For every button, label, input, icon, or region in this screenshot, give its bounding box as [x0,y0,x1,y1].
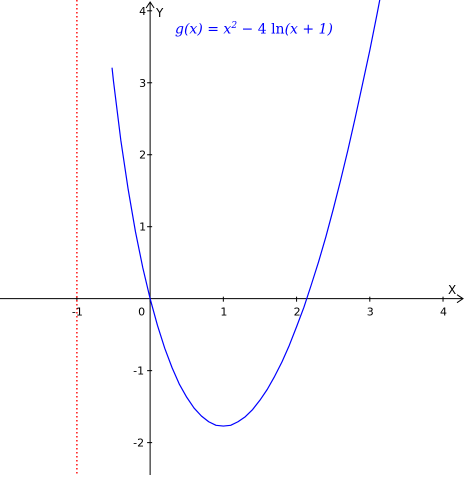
function-curve [111,0,381,427]
curve-group [111,0,381,427]
x-tick-label: -1 [72,306,83,319]
y-axis-label: Y [155,6,164,20]
x-tick-label: 2 [294,306,301,319]
tick-labels: -1 0 1 2 3 4 -2 -1 1 2 3 4 [72,5,447,450]
tick-marks [76,10,444,444]
x-tick-label: 1 [220,306,227,319]
y-axis-arrowhead [145,1,155,9]
y-tick-label: 4 [139,5,146,18]
exponent: 2 [231,21,238,31]
y-tick-label: -2 [133,437,144,450]
y-tick-label: -1 [133,365,144,378]
rhs-middle: − 4 [241,21,267,38]
x-axis-arrowhead [456,294,464,304]
y-tick-label: 3 [139,77,146,90]
x-tick-label: 0 [138,306,145,319]
x-tick-label: 3 [367,306,374,319]
x-tick-label: 4 [440,306,447,319]
equals-sign: = [207,21,219,38]
y-tick-label: 1 [139,221,146,234]
x-axis-label: X [448,283,456,297]
log-argument: (x + 1) [284,21,333,38]
function-annotation: g(x) = x2 − 4 ln(x + 1) [175,21,333,38]
function-name: g(x) [175,21,203,38]
log-function: ln [271,21,285,38]
rhs-prefix: x [223,21,232,38]
y-tick-label: 2 [139,149,146,162]
